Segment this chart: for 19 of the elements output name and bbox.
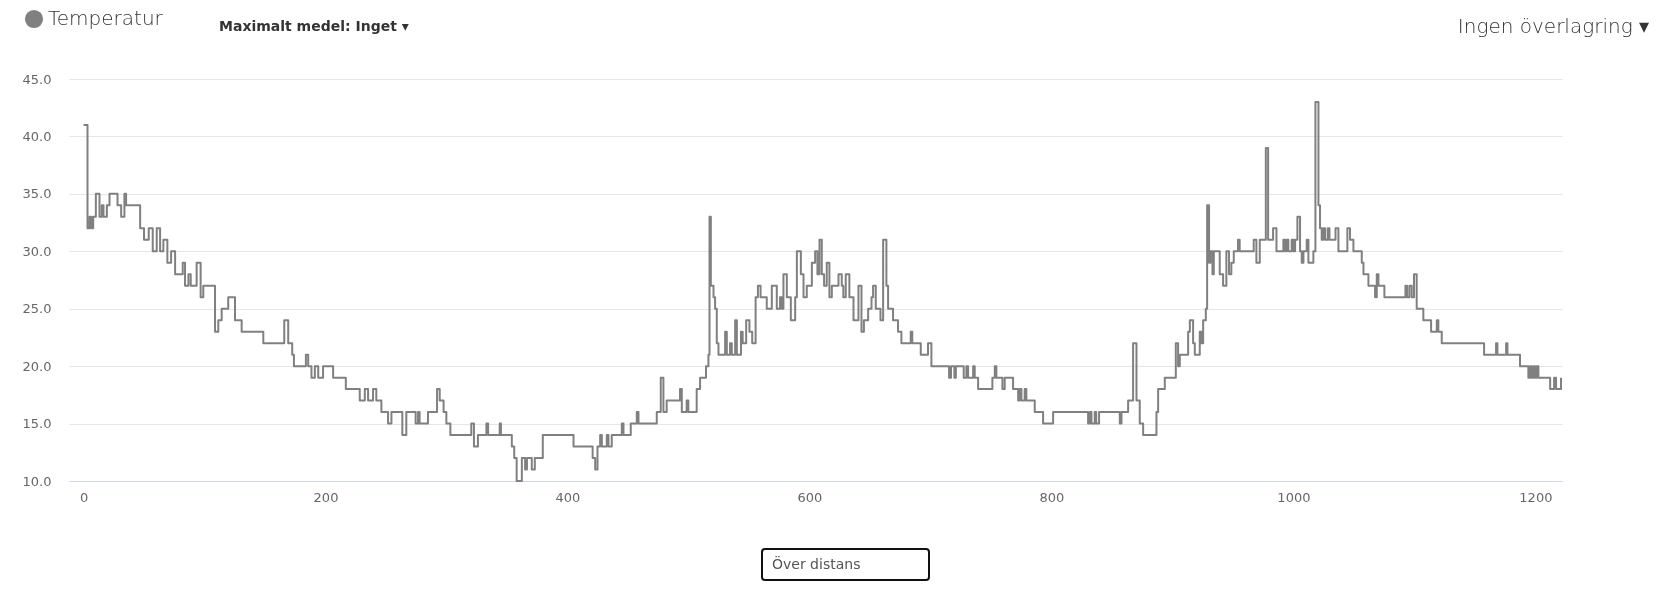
x-tick-label: 200 — [313, 489, 339, 505]
x-tick-label: 1000 — [1277, 489, 1311, 505]
y-tick-label: 40.0 — [22, 128, 52, 144]
legend-label: Temperatur — [48, 6, 164, 30]
y-tick-label: 25.0 — [22, 301, 52, 317]
y-tick-label: 35.0 — [22, 186, 52, 202]
x-tick-label: 0 — [79, 489, 89, 505]
x-tick-label: 600 — [797, 489, 823, 505]
y-tick-label: 45.0 — [22, 71, 52, 87]
text: Maximalt medel: Inget ▾ — [219, 18, 409, 34]
y-tick-label: 10.0 — [22, 473, 52, 489]
y-tick-label: 30.0 — [22, 243, 52, 259]
y-tick-label: 20.0 — [22, 358, 52, 374]
y-tick-label: 15.0 — [22, 416, 52, 432]
text: Över distans — [772, 555, 861, 572]
x-tick-label: 800 — [1039, 489, 1065, 505]
x-tick-label: 400 — [555, 489, 581, 505]
x-tick-label: 1200 — [1519, 489, 1553, 505]
text: Ingen överlagring ▾ — [1457, 14, 1649, 38]
